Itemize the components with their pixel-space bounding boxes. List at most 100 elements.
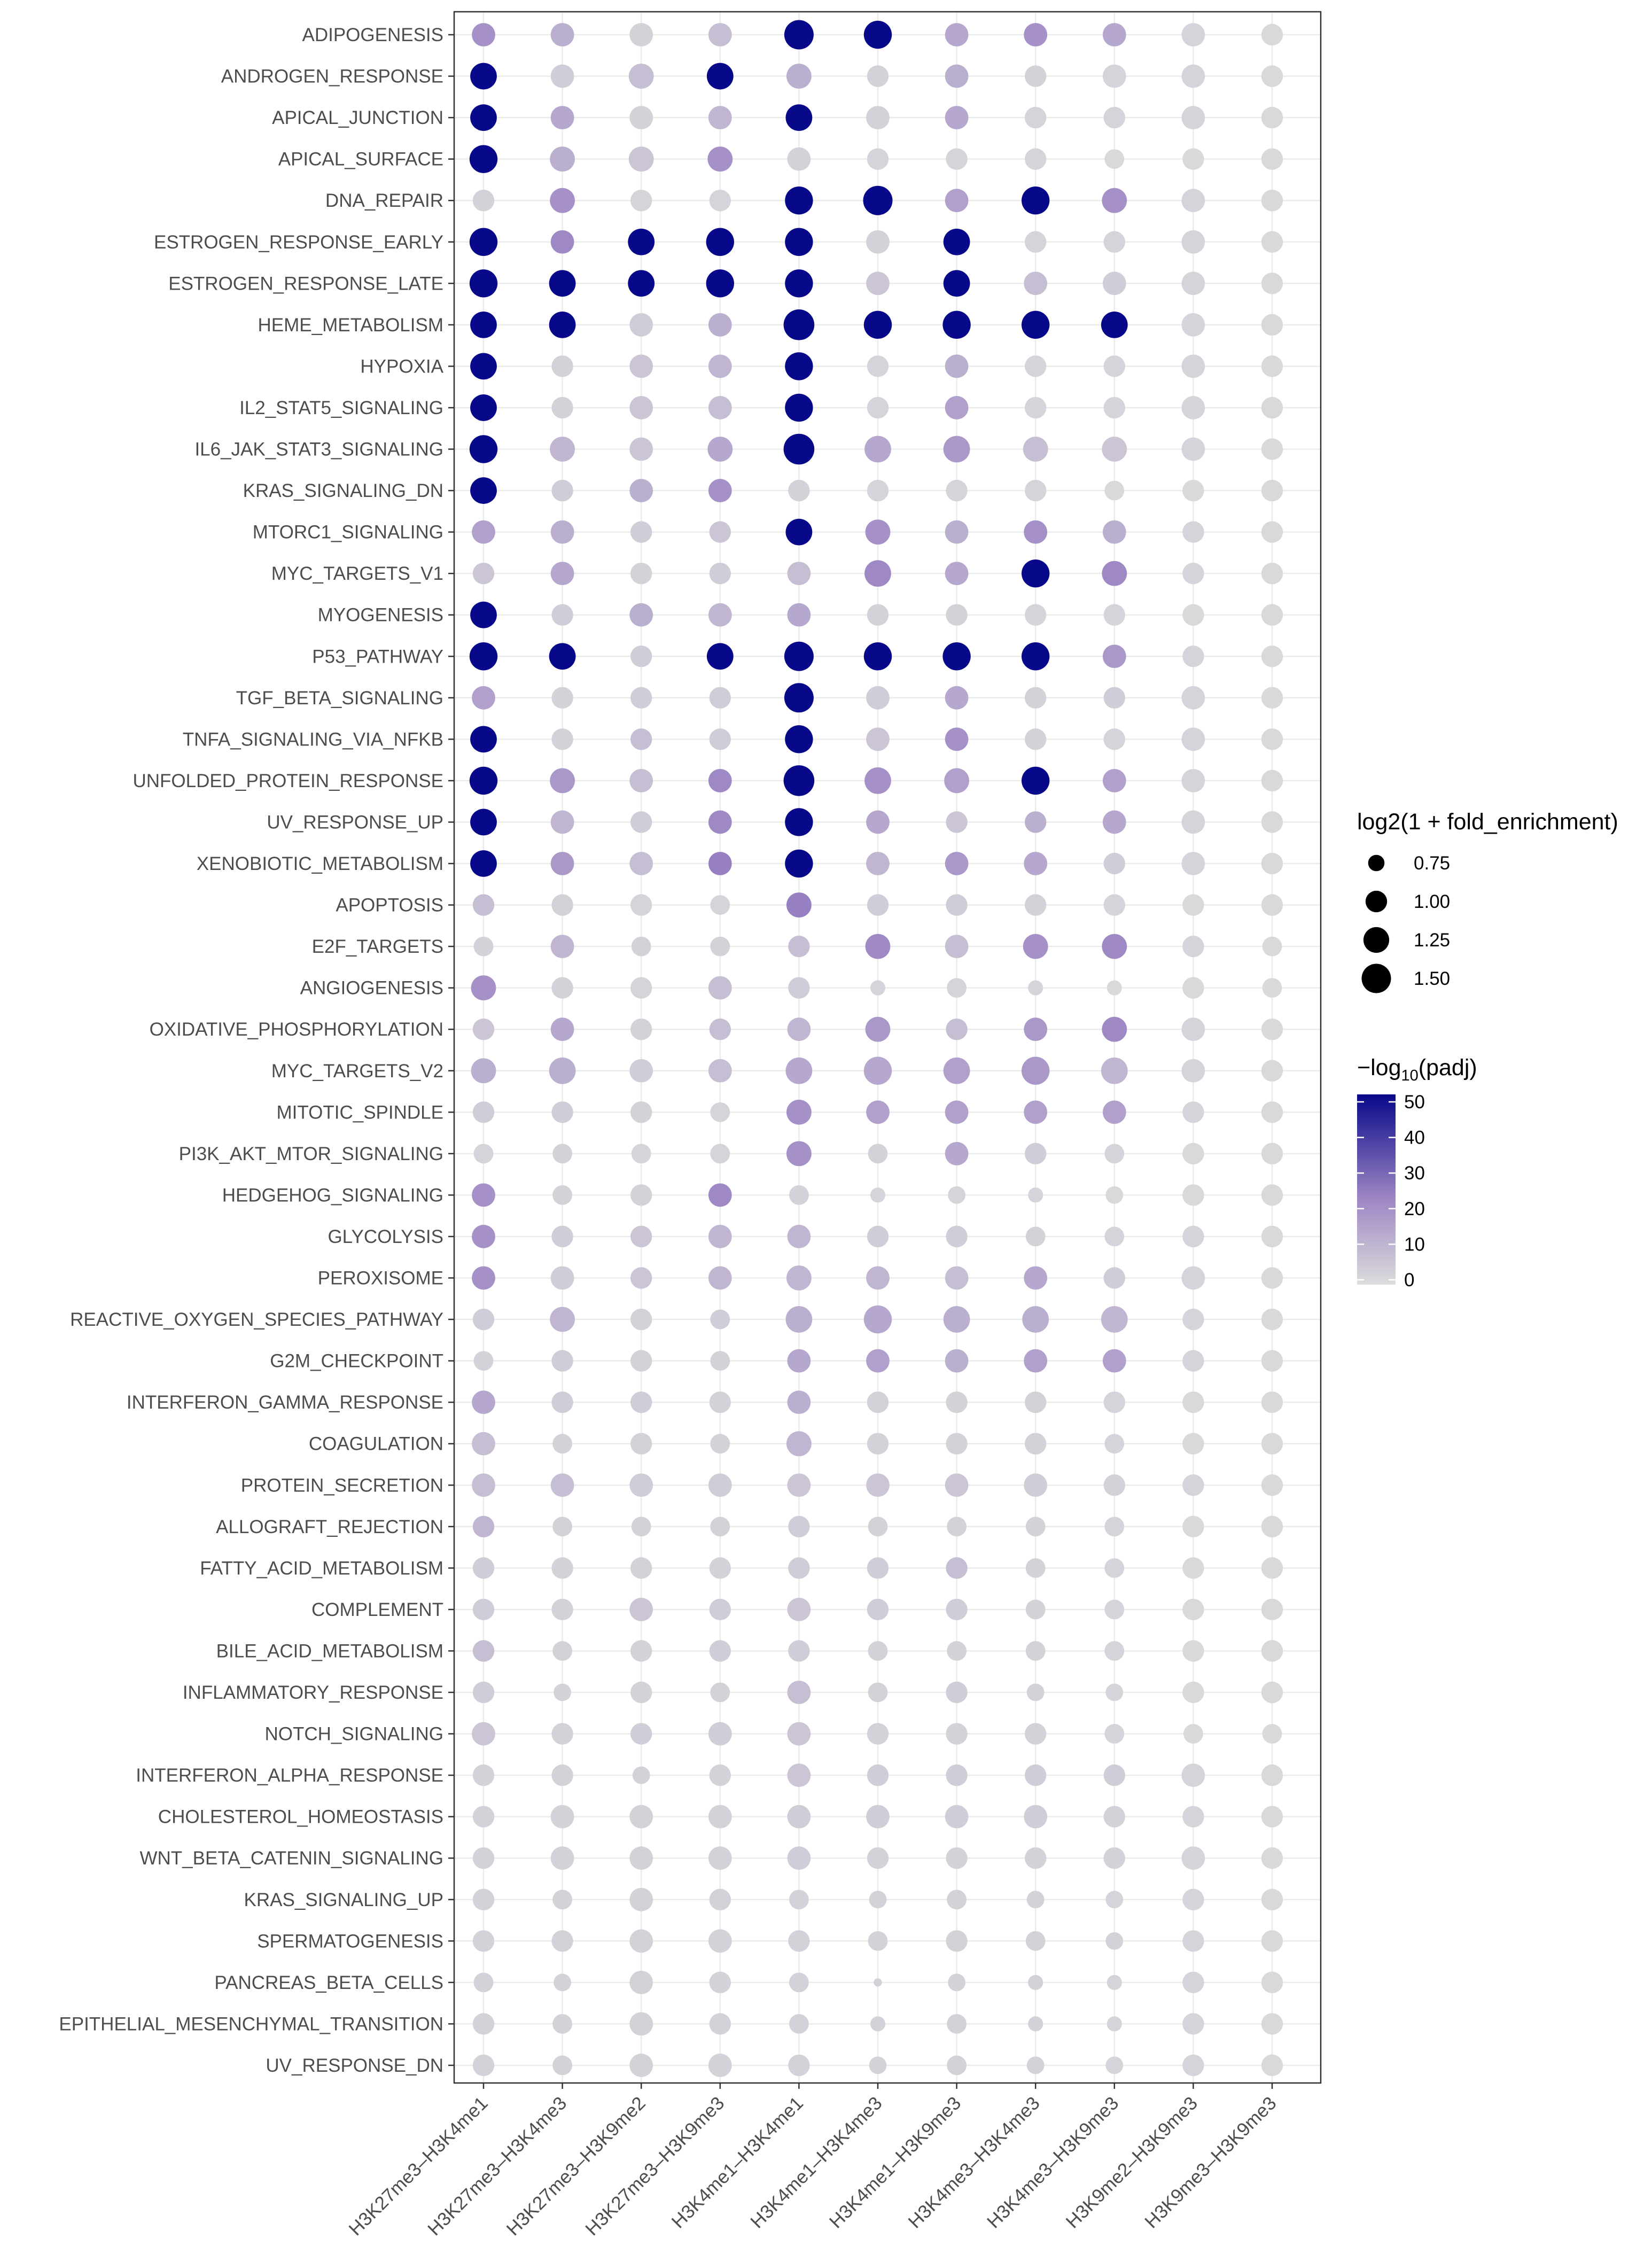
data-point bbox=[1022, 1306, 1049, 1333]
y-tick-label: APICAL_JUNCTION bbox=[272, 107, 443, 128]
data-point bbox=[865, 1016, 891, 1042]
data-point bbox=[550, 146, 575, 172]
data-point bbox=[1104, 149, 1125, 169]
data-point bbox=[630, 1308, 652, 1331]
data-point bbox=[786, 1099, 812, 1125]
data-point bbox=[1024, 852, 1048, 875]
data-point bbox=[472, 1473, 495, 1497]
data-point bbox=[551, 1557, 573, 1579]
data-point bbox=[472, 1847, 495, 1869]
y-tick-label: TGF_BETA_SIGNALING bbox=[236, 688, 443, 709]
data-point bbox=[1028, 1187, 1043, 1203]
data-point bbox=[551, 1101, 573, 1123]
data-point bbox=[786, 1265, 812, 1291]
data-point bbox=[783, 765, 815, 796]
data-point bbox=[946, 894, 968, 916]
data-point bbox=[1103, 1474, 1125, 1496]
data-point bbox=[1182, 521, 1204, 543]
data-point bbox=[1181, 1846, 1205, 1870]
data-point bbox=[1261, 1060, 1283, 1082]
data-point bbox=[709, 1598, 731, 1621]
data-point bbox=[708, 23, 732, 46]
data-point bbox=[629, 2012, 653, 2036]
data-point bbox=[1025, 1558, 1046, 1578]
data-point bbox=[1104, 1517, 1125, 1537]
data-point bbox=[785, 849, 813, 878]
data-point bbox=[630, 562, 652, 585]
data-point bbox=[552, 2014, 572, 2034]
y-tick-label: NOTCH_SIGNALING bbox=[265, 1724, 444, 1745]
data-point bbox=[472, 1308, 495, 1331]
data-point bbox=[708, 852, 732, 875]
data-point bbox=[1182, 1971, 1204, 1994]
data-point bbox=[945, 686, 969, 710]
data-point bbox=[1261, 687, 1283, 709]
data-point bbox=[1261, 190, 1283, 212]
data-point bbox=[631, 1517, 651, 1537]
data-point bbox=[1025, 1142, 1047, 1165]
data-point bbox=[630, 1433, 652, 1455]
size-legend-key bbox=[1361, 963, 1391, 993]
data-point bbox=[471, 1058, 496, 1084]
data-point bbox=[628, 228, 655, 255]
data-point bbox=[942, 310, 971, 339]
data-point bbox=[867, 1764, 889, 1786]
data-point bbox=[708, 1473, 732, 1497]
data-point bbox=[943, 1057, 970, 1084]
y-tick-label: KRAS_SIGNALING_UP bbox=[244, 1890, 443, 1910]
data-point bbox=[784, 683, 814, 713]
y-tick-label: PI3K_AKT_MTOR_SIGNALING bbox=[179, 1144, 443, 1164]
data-point bbox=[789, 1185, 809, 1205]
data-point bbox=[629, 437, 653, 461]
data-point bbox=[709, 1557, 731, 1579]
data-point bbox=[866, 852, 890, 875]
data-point bbox=[709, 190, 731, 212]
y-tick-label: FATTY_ACID_METABOLISM bbox=[200, 1558, 443, 1579]
data-point bbox=[708, 1225, 732, 1248]
data-point bbox=[629, 396, 653, 419]
y-tick-label: INTERFERON_GAMMA_RESPONSE bbox=[127, 1392, 443, 1413]
size-legend-key bbox=[1365, 890, 1388, 913]
data-point bbox=[943, 1306, 970, 1333]
data-point bbox=[473, 1351, 494, 1371]
data-point bbox=[709, 1391, 731, 1413]
data-point bbox=[1104, 1144, 1125, 1164]
data-point bbox=[710, 936, 730, 957]
data-point bbox=[709, 1971, 731, 1994]
data-point bbox=[947, 2055, 967, 2076]
data-point bbox=[863, 1305, 892, 1334]
data-point bbox=[1261, 2054, 1283, 2077]
data-point bbox=[863, 185, 893, 215]
data-point bbox=[550, 188, 575, 213]
y-tick-label: ESTROGEN_RESPONSE_EARLY bbox=[154, 232, 443, 253]
data-point bbox=[1104, 1558, 1125, 1578]
data-point bbox=[550, 437, 575, 462]
data-point bbox=[1022, 186, 1050, 215]
y-tick-label: INFLAMMATORY_RESPONSE bbox=[183, 1682, 443, 1703]
data-point bbox=[787, 1763, 811, 1787]
data-point bbox=[551, 1391, 573, 1413]
y-tick-label: MYOGENESIS bbox=[318, 605, 443, 626]
data-point bbox=[550, 106, 574, 130]
data-point bbox=[787, 1390, 811, 1414]
data-point bbox=[874, 1978, 882, 1987]
data-point bbox=[551, 1225, 573, 1248]
plot-panel-border bbox=[453, 11, 1322, 2084]
data-point bbox=[789, 2014, 809, 2034]
data-point bbox=[1106, 1975, 1122, 1990]
data-point bbox=[1181, 313, 1205, 337]
data-point bbox=[710, 1351, 730, 1371]
data-point bbox=[629, 354, 653, 378]
data-point bbox=[945, 1805, 969, 1829]
y-axis-labels: ADIPOGENESIS ANDROGEN_RESPONSE APICAL_JUNC… bbox=[59, 25, 443, 2076]
data-point bbox=[1181, 354, 1205, 378]
data-point bbox=[946, 811, 968, 833]
data-point bbox=[1105, 1891, 1124, 1909]
data-point bbox=[630, 1557, 652, 1579]
data-point bbox=[706, 228, 735, 256]
data-point bbox=[710, 1682, 730, 1703]
data-point bbox=[628, 64, 654, 89]
data-point bbox=[630, 1723, 652, 1745]
data-point bbox=[710, 1309, 730, 1330]
data-point bbox=[1261, 355, 1283, 377]
